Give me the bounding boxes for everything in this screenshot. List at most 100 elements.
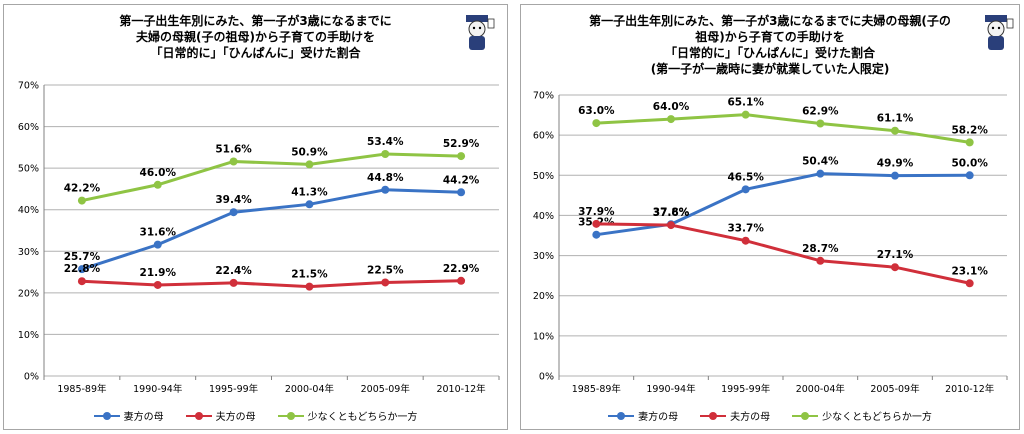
data-label-husband_mother: 37.6% xyxy=(653,207,690,219)
data-label-husband_mother: 22.4% xyxy=(215,265,252,277)
data-point-wife_mother xyxy=(381,185,390,194)
y-tick-label: 60% xyxy=(18,122,39,133)
data-label-either: 65.1% xyxy=(727,97,764,109)
x-tick-label: 2005-09年 xyxy=(870,383,920,395)
data-point-wife_mother xyxy=(816,169,825,178)
data-label-husband_mother: 22.5% xyxy=(367,264,404,276)
data-point-husband_mother xyxy=(77,277,86,286)
x-tick-label: 1985-89年 xyxy=(57,383,107,395)
data-label-wife_mother: 44.8% xyxy=(367,172,404,184)
data-point-either xyxy=(891,126,899,135)
data-point-husband_mother xyxy=(667,221,675,230)
data-label-wife_mother: 50.0% xyxy=(951,157,988,169)
data-point-wife_mother xyxy=(153,240,162,249)
data-point-wife_mother xyxy=(77,265,86,274)
data-label-either: 50.9% xyxy=(291,146,328,158)
legend-marker xyxy=(792,411,819,421)
data-label-either: 42.2% xyxy=(64,183,101,195)
mascot-icon xyxy=(985,15,1014,50)
x-tick-label: 2000-04年 xyxy=(285,383,335,395)
y-tick-label: 30% xyxy=(533,251,554,262)
right-chart-panel: 第一子出生年別にみた、第一子が3歳になるまでに夫婦の母親(子の 祖母)から子育て… xyxy=(520,4,1020,430)
data-point-husband_mother xyxy=(816,256,825,265)
x-tick-label: 2000-04年 xyxy=(796,383,846,395)
legend-label: 妻方の母 xyxy=(638,412,679,423)
chart-title-line: 祖母)から子育ての手助けを xyxy=(695,30,845,44)
x-tick-label: 2010-12年 xyxy=(436,383,486,395)
data-point-wife_mother xyxy=(305,200,314,209)
data-point-husband_mother xyxy=(965,279,974,288)
data-point-either xyxy=(965,138,974,147)
x-tick-label: 1985-89年 xyxy=(572,383,622,395)
data-label-either: 61.1% xyxy=(877,113,914,125)
chart-title-line: 「日常的に」「ひんぱんに」受けた割合 xyxy=(150,46,361,60)
legend-marker xyxy=(700,411,727,421)
data-label-either: 62.9% xyxy=(802,106,839,118)
data-point-either xyxy=(153,180,162,189)
data-point-either xyxy=(457,152,466,161)
x-tick-label: 1990-94年 xyxy=(133,383,183,395)
y-tick-label: 30% xyxy=(18,247,39,258)
legend-item-husband-mother: 夫方の母 xyxy=(185,408,256,423)
chart-title-line: 第一子出生年別にみた、第一子が3歳になるまでに夫婦の母親(子の xyxy=(589,14,951,28)
legend-marker xyxy=(185,411,212,421)
data-point-husband_mother xyxy=(592,219,601,228)
data-label-husband_mother: 33.7% xyxy=(727,223,764,235)
legend-item-wife-mother: 妻方の母 xyxy=(608,408,678,423)
data-point-either xyxy=(77,196,86,205)
data-point-either xyxy=(381,150,390,159)
legend-marker xyxy=(93,411,120,421)
data-label-either: 64.0% xyxy=(653,101,690,113)
data-point-wife_mother xyxy=(741,185,750,194)
data-label-husband_mother: 21.5% xyxy=(291,269,328,281)
data-label-either: 58.2% xyxy=(951,124,988,136)
data-point-either xyxy=(816,119,825,128)
x-tick-label: 1995-99年 xyxy=(721,383,771,395)
left-chart-panel: 第一子出生年別にみた、第一子が3歳になるまでに 夫婦の母親(子の祖母)から子育て… xyxy=(3,4,508,430)
data-label-either: 52.9% xyxy=(443,138,480,150)
data-label-wife_mother: 41.3% xyxy=(291,186,328,198)
legend-label: 夫方の母 xyxy=(215,412,256,423)
data-label-husband_mother: 21.9% xyxy=(140,267,177,279)
y-tick-label: 0% xyxy=(539,372,554,383)
data-point-husband_mother xyxy=(229,278,238,287)
series-line-either xyxy=(81,152,462,203)
series-line-husband_mother xyxy=(596,222,970,285)
chart-title-line: 「日常的に」「ひんぱんに」受けた割合 xyxy=(664,46,875,60)
data-label-husband_mother: 28.7% xyxy=(802,243,839,255)
x-tick-label: 2005-09年 xyxy=(361,383,411,395)
y-tick-label: 50% xyxy=(18,164,39,175)
data-label-either: 63.0% xyxy=(578,105,615,117)
chart-legend: 妻方の母 夫方の母 少なくともどちらか一方 xyxy=(4,408,507,423)
y-tick-label: 70% xyxy=(18,81,39,92)
data-label-wife_mother: 39.4% xyxy=(215,194,252,206)
data-point-either xyxy=(741,110,750,119)
data-label-either: 53.4% xyxy=(367,136,404,148)
legend-marker xyxy=(608,411,635,421)
legend-label: 少なくともどちらか一方 xyxy=(822,412,932,423)
legend-item-wife-mother: 妻方の母 xyxy=(93,408,164,423)
legend-label: 少なくともどちらか一方 xyxy=(307,412,418,423)
y-tick-label: 40% xyxy=(18,205,39,216)
series-line-either xyxy=(596,113,970,144)
legend-label: 夫方の母 xyxy=(730,412,771,423)
y-tick-label: 50% xyxy=(533,171,554,182)
data-label-wife_mother: 44.2% xyxy=(443,174,480,186)
y-tick-label: 20% xyxy=(18,288,39,299)
y-tick-label: 20% xyxy=(533,291,554,302)
y-tick-label: 60% xyxy=(533,131,554,142)
legend-item-either: 少なくともどちらか一方 xyxy=(277,408,418,423)
data-point-husband_mother xyxy=(457,276,466,285)
chart-title-line: 第一子出生年別にみた、第一子が3歳になるまでに xyxy=(119,14,392,28)
data-point-wife_mother xyxy=(592,230,601,239)
y-tick-label: 0% xyxy=(24,372,39,383)
x-tick-label: 1990-94年 xyxy=(646,383,696,395)
chart-title-line: (第一子が一歳時に妻が就業していた人限定) xyxy=(650,62,890,76)
data-point-wife_mother xyxy=(457,188,466,197)
data-label-wife_mother: 50.4% xyxy=(802,156,839,168)
data-point-either xyxy=(305,160,314,169)
data-point-either xyxy=(229,157,238,166)
chart-legend: 妻方の母 夫方の母 少なくともどちらか一方 xyxy=(521,408,1019,423)
legend-item-husband-mother: 夫方の母 xyxy=(700,408,770,423)
data-point-either xyxy=(667,115,675,124)
